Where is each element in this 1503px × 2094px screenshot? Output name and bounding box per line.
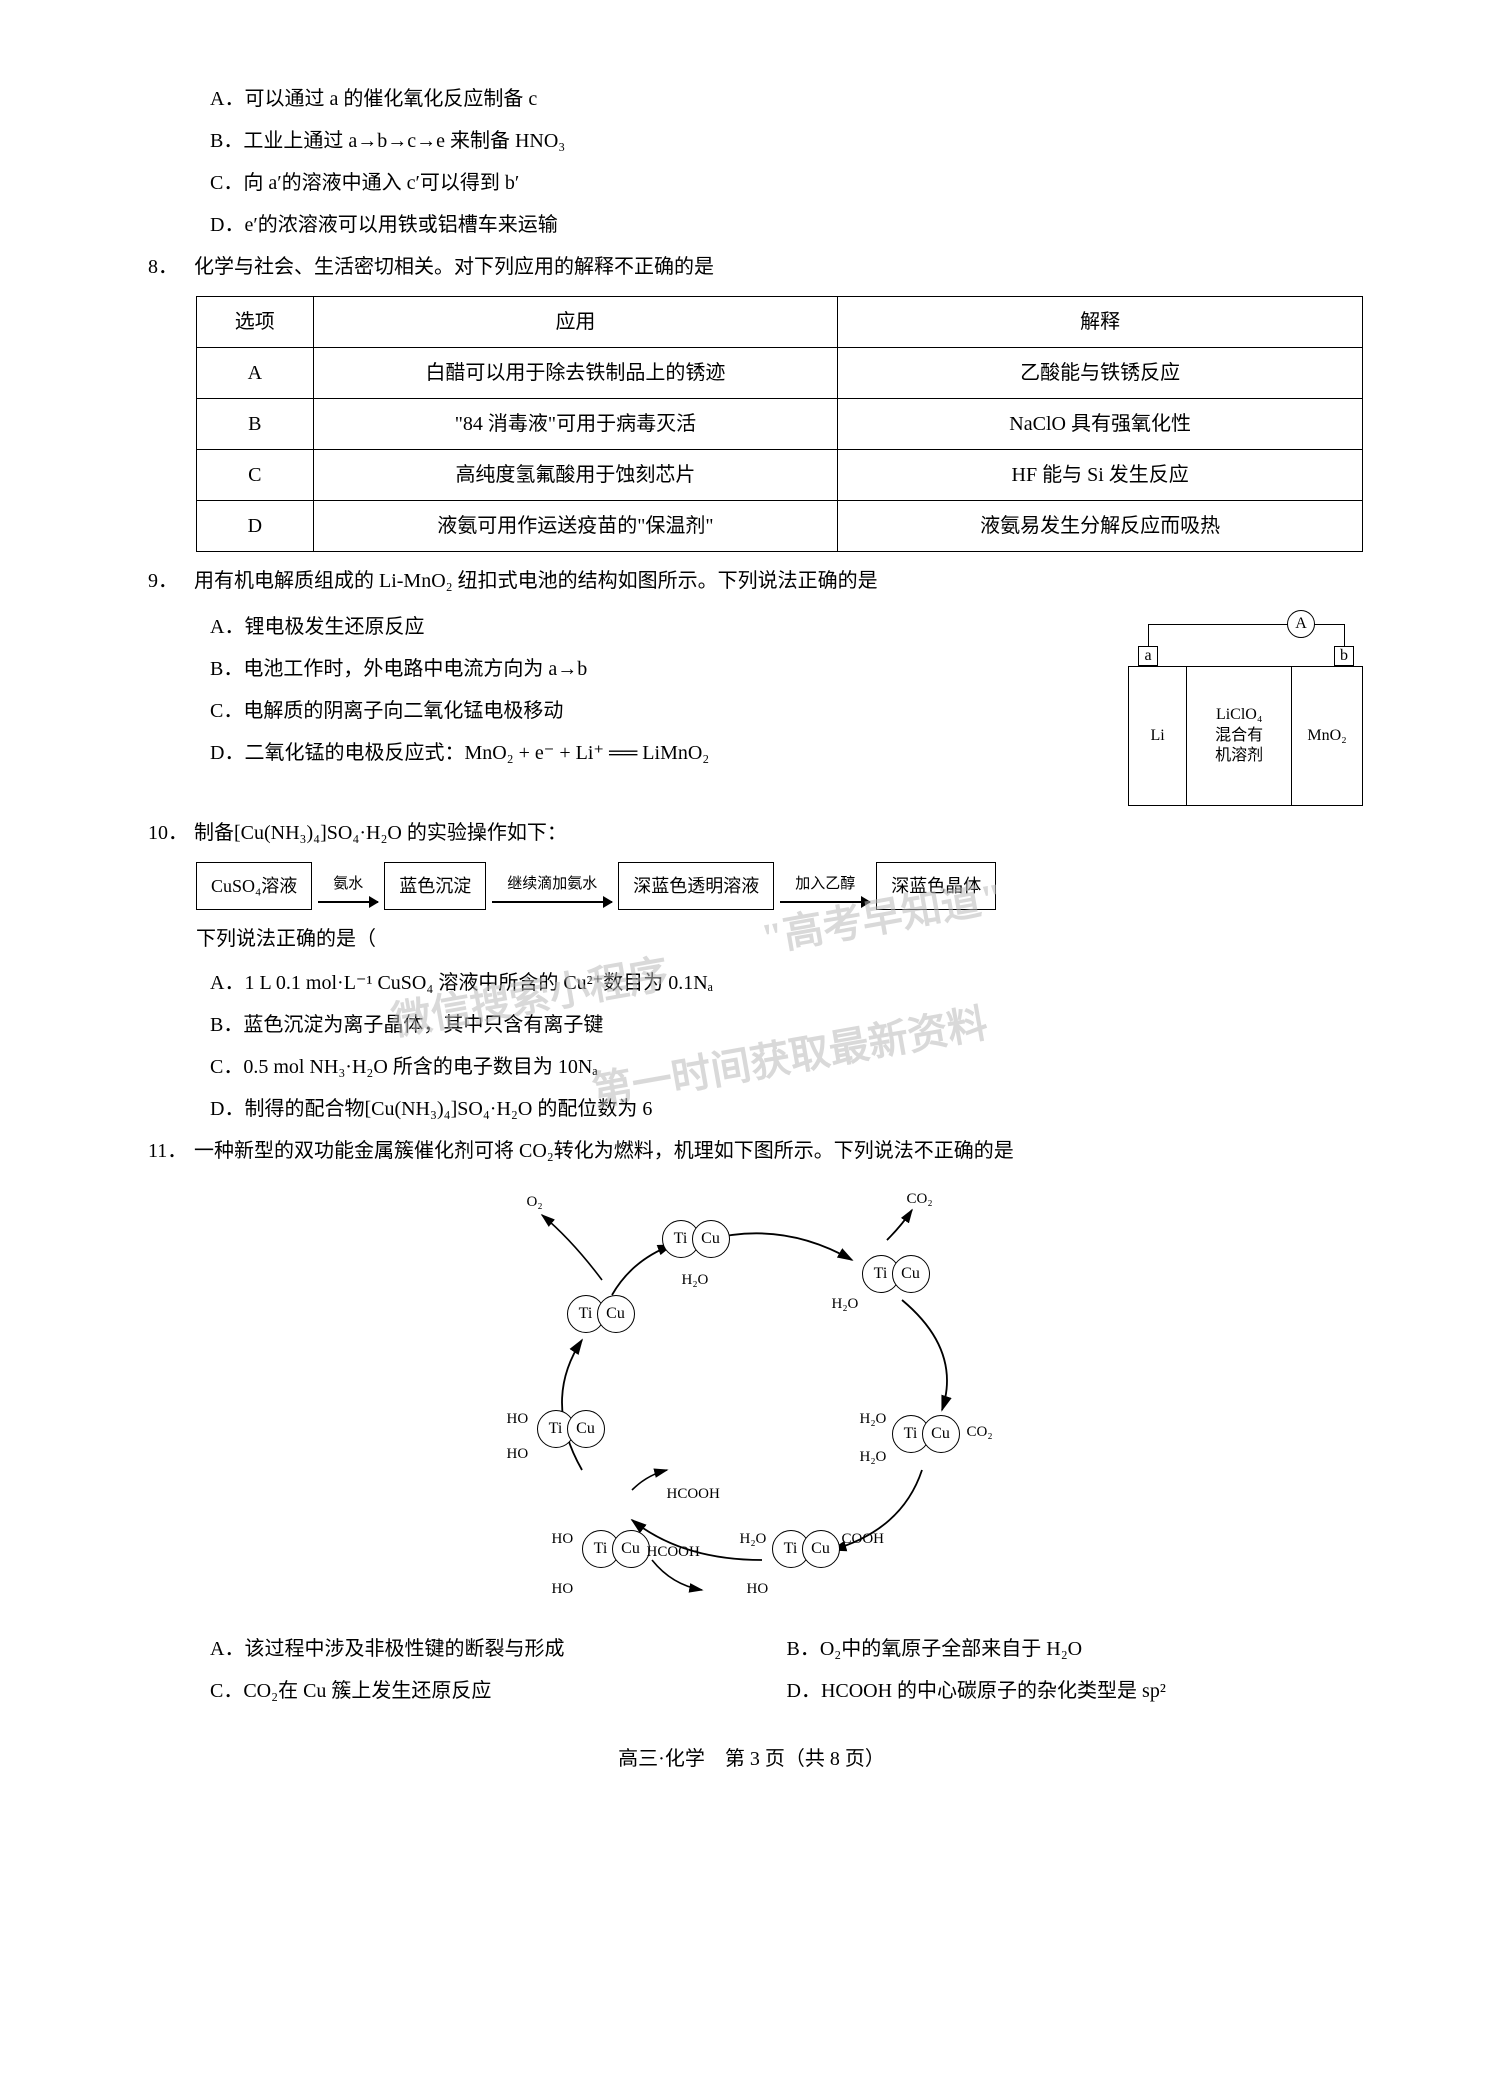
flow-box-4: 深蓝色晶体 — [876, 862, 996, 910]
cell-mno2: MnO₂ — [1292, 667, 1362, 805]
terminal-a: a — [1138, 646, 1158, 666]
q8-r2c0: C — [197, 450, 314, 501]
q8-stem: 化学与社会、生活密切相关。对下列应用的解释不正确的是 — [194, 248, 1363, 286]
cell-mid-1: LiClO₄ — [1216, 705, 1262, 726]
catalyst-r: Ti Cu — [892, 1415, 960, 1453]
flow-box-3: 深蓝色透明溶液 — [618, 862, 774, 910]
q8-th-2: 解释 — [838, 297, 1363, 348]
q10-option-d: D．制得的配合物[Cu(NH₃)₄]SO₄·H₂O 的配位数为 6 — [140, 1090, 1363, 1128]
flow-box-2: 蓝色沉淀 — [384, 862, 486, 910]
cu-circle-4: Cu — [802, 1530, 840, 1568]
label-ho-3: HO — [552, 1525, 574, 1554]
q8-r3c0: D — [197, 501, 314, 552]
q8-r3c1: 液氨可用作运送疫苗的"保温剂" — [313, 501, 838, 552]
q8-r0c1: 白醋可以用于除去铁制品上的锈迹 — [313, 348, 838, 399]
q8-r0c2: 乙酸能与铁锈反应 — [838, 348, 1363, 399]
q10-option-b: B．蓝色沉淀为离子晶体，其中只含有离子键 — [140, 1006, 1363, 1044]
flow-arrow-3-label: 加入乙醇 — [795, 870, 855, 899]
q11-option-b: B．O₂中的氧原子全部来自于 H₂O — [787, 1630, 1364, 1668]
cu-circle-7: Cu — [597, 1295, 635, 1333]
page-footer: 高三·化学 第 3 页（共 8 页） — [140, 1740, 1363, 1778]
q9-stem: 用有机电解质组成的 Li-MnO₂ 纽扣式电池的结构如图所示。下列说法正确的是 — [194, 562, 1363, 600]
cell-mid-3: 机溶剂 — [1215, 746, 1263, 767]
q11-stem-line: 11． 一种新型的双功能金属簇催化剂可将 CO₂转化为燃料，机理如下图所示。下列… — [140, 1132, 1363, 1170]
q10-option-a: A．1 L 0.1 mol·L⁻¹ CuSO₄ 溶液中所含的 Cu²⁺数目为 0… — [140, 964, 1363, 1002]
q7-option-b: B．工业上通过 a→b→c→e 来制备 HNO₃ — [140, 122, 1363, 160]
q11-stem: 一种新型的双功能金属簇催化剂可将 CO₂转化为燃料，机理如下图所示。下列说法不正… — [194, 1132, 1363, 1170]
q8-r2c1: 高纯度氢氟酸用于蚀刻芯片 — [313, 450, 838, 501]
catalyst-l: Ti Cu — [537, 1410, 605, 1448]
label-o2: O₂ — [527, 1188, 543, 1217]
q9-number: 9． — [148, 562, 194, 600]
q8-r1c0: B — [197, 399, 314, 450]
label-hcooh-2: HCOOH — [667, 1480, 720, 1509]
flow-arrow-2-label: 继续滴加氨水 — [507, 870, 597, 899]
cell-electrolyte: LiClO₄ 混合有 机溶剂 — [1187, 667, 1292, 805]
cu-circle-2: Cu — [892, 1255, 930, 1293]
label-h2o-3: H₂O — [860, 1405, 887, 1434]
q11-option-c: C．CO₂在 Cu 簇上发生还原反应 — [210, 1672, 787, 1710]
terminal-b: b — [1334, 646, 1354, 666]
q11-number: 11． — [148, 1132, 194, 1170]
ammeter-icon: A — [1287, 610, 1315, 638]
label-h2o-5: H₂O — [740, 1525, 767, 1554]
catalyst-tl: Ti Cu — [567, 1295, 635, 1333]
flow-box-1: CuSO₄溶液 — [196, 862, 312, 910]
cell-mid-2: 混合有 — [1215, 726, 1263, 747]
q8-r3c2: 液氨易发生分解反应而吸热 — [838, 501, 1363, 552]
q8-th-1: 应用 — [313, 297, 838, 348]
label-h2o-4: H₂O — [860, 1443, 887, 1472]
q7-option-c: C．向 a′的溶液中通入 c′可以得到 b′ — [140, 164, 1363, 202]
q8-number: 8． — [148, 248, 194, 286]
q10-flowchart: CuSO₄溶液 氨水 蓝色沉淀 继续滴加氨水 深蓝色透明溶液 加入乙醇 深蓝色晶… — [196, 862, 1363, 910]
q8-th-0: 选项 — [197, 297, 314, 348]
q8-r2c2: HF 能与 Si 发生反应 — [838, 450, 1363, 501]
label-cooh: COOH — [842, 1525, 885, 1554]
catalyst-top: Ti Cu — [662, 1220, 730, 1258]
q11-option-a: A．该过程中涉及非极性键的断裂与形成 — [210, 1630, 787, 1668]
label-h2o-1: H₂O — [682, 1266, 709, 1295]
catalyst-br: Ti Cu — [772, 1530, 840, 1568]
label-ho-1: HO — [507, 1405, 529, 1434]
q7-option-a: A．可以通过 a 的催化氧化反应制备 c — [140, 80, 1363, 118]
label-ho-2: HO — [507, 1440, 529, 1469]
q8-table: 选项 应用 解释 A 白醋可以用于除去铁制品上的锈迹 乙酸能与铁锈反应 B "8… — [196, 296, 1363, 552]
catalyst-tr: Ti Cu — [862, 1255, 930, 1293]
q10-option-c: C．0.5 mol NH₃·H₂O 所含的电子数目为 10Nₐ — [140, 1048, 1363, 1086]
q10-substem: 下列说法正确的是（ — [140, 920, 1363, 958]
flow-arrow-1-label: 氨水 — [333, 870, 363, 899]
label-co2-2: CO₂ — [967, 1418, 993, 1447]
cu-circle-6: Cu — [567, 1410, 605, 1448]
q9-stem-line: 9． 用有机电解质组成的 Li-MnO₂ 纽扣式电池的结构如图所示。下列说法正确… — [140, 562, 1363, 600]
label-co2-in: CO₂ — [907, 1185, 933, 1214]
q10-stem-line: 10． 制备[Cu(NH₃)₄]SO₄·H₂O 的实验操作如下： — [140, 814, 1363, 852]
label-h2o-2: H₂O — [832, 1290, 859, 1319]
cu-circle-5: Cu — [612, 1530, 650, 1568]
q8-r1c1: "84 消毒液"可用于病毒灭活 — [313, 399, 838, 450]
q9-figure: A a b Li LiClO₄ 混合有 机溶剂 MnO₂ — [1128, 616, 1363, 806]
q11-cycle-diagram: Ti Cu Ti Cu Ti Cu Ti Cu Ti Cu Ti Cu Ti C… — [472, 1180, 1032, 1610]
cu-circle: Cu — [692, 1220, 730, 1258]
label-ho-5: HO — [747, 1575, 769, 1604]
catalyst-bl: Ti Cu — [582, 1530, 650, 1568]
q8-r1c2: NaClO 具有强氧化性 — [838, 399, 1363, 450]
q11-option-d: D．HCOOH 的中心碳原子的杂化类型是 sp² — [787, 1672, 1364, 1710]
q8-r0c0: A — [197, 348, 314, 399]
label-hcooh-1: HCOOH — [647, 1538, 700, 1567]
q10-number: 10． — [148, 814, 194, 852]
cu-circle-3: Cu — [922, 1415, 960, 1453]
q8-stem-line: 8． 化学与社会、生活密切相关。对下列应用的解释不正确的是 — [140, 248, 1363, 286]
label-ho-4: HO — [552, 1575, 574, 1604]
q7-option-d: D．e′的浓溶液可以用铁或铝槽车来运输 — [140, 206, 1363, 244]
cell-li: Li — [1129, 667, 1187, 805]
q10-stem: 制备[Cu(NH₃)₄]SO₄·H₂O 的实验操作如下： — [194, 814, 1363, 852]
